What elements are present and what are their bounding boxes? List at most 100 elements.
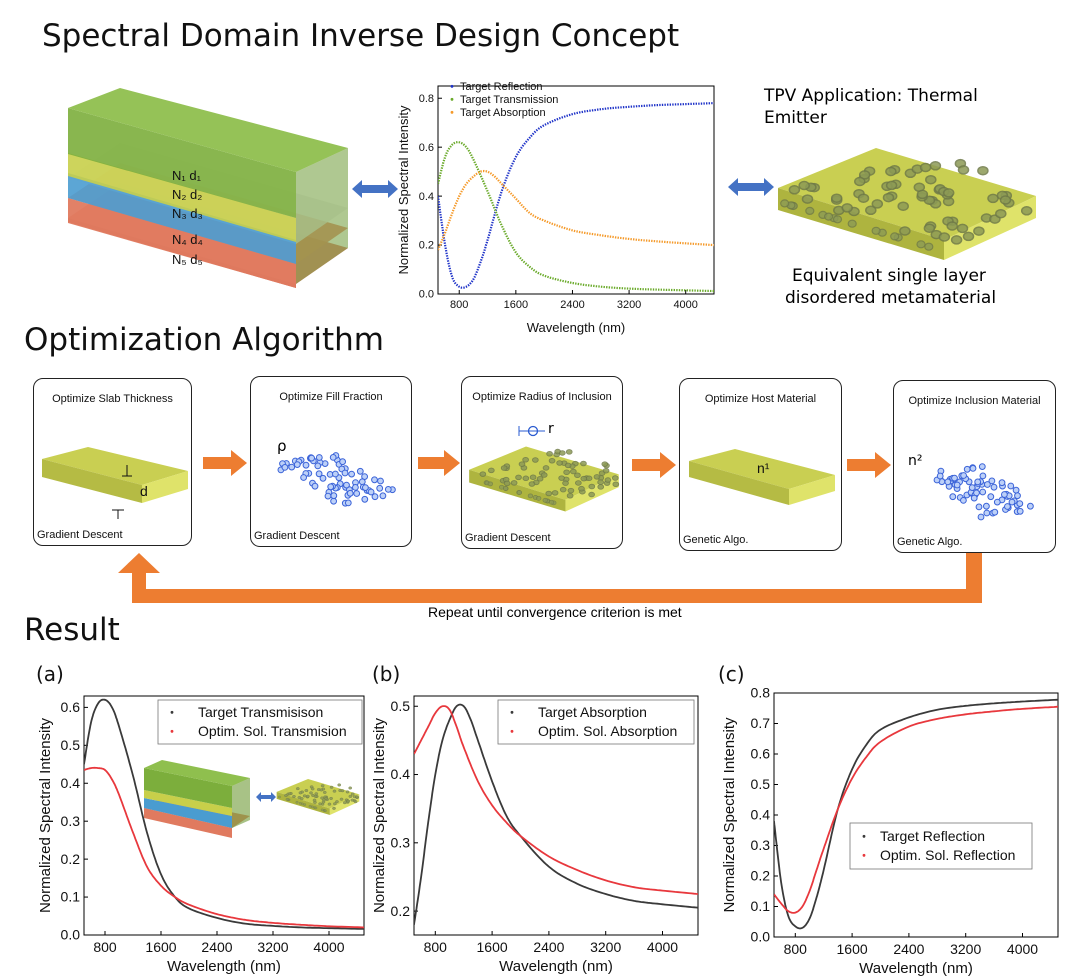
step-box-fill-fraction: Optimize Fill Fraction ρ Gradient Descen… [250, 376, 412, 547]
inclusion [556, 460, 563, 466]
inclusion [306, 794, 310, 798]
y-tick-label: 0.5 [391, 698, 411, 714]
inclusion [545, 490, 553, 497]
inclusion [597, 479, 604, 485]
inclusion-dot [343, 481, 350, 489]
inclusion-dot [288, 463, 296, 471]
tpv-title-line1: TPV Application: Thermal [764, 86, 978, 106]
layer-label-2: N₂ d₂ [172, 187, 202, 202]
inclusion-dot [356, 467, 364, 475]
inclusion [798, 180, 810, 191]
inclusion [832, 215, 843, 224]
inclusion-dot [960, 472, 967, 479]
step-method: Gradient Descent [465, 532, 551, 544]
inclusion [788, 185, 801, 195]
inclusion [612, 481, 620, 487]
inclusion-dot [319, 474, 327, 482]
y-tick-label: 0.1 [61, 889, 81, 905]
inclusion [977, 165, 989, 176]
concept-section-title: Spectral Domain Inverse Design Concept [42, 18, 680, 54]
step-method: Genetic Algo. [897, 536, 963, 548]
inclusion [559, 486, 567, 493]
inclusion [542, 497, 548, 503]
step-title: Optimize Host Material [704, 393, 817, 405]
inclusion-dot [963, 465, 971, 473]
inclusion [780, 199, 790, 208]
inclusion-index-symbol: n² [908, 453, 923, 469]
inclusion [929, 161, 942, 171]
inclusion [303, 803, 307, 806]
inclusion [882, 192, 895, 203]
step-box-host-material: Optimize Host Material n¹ Genetic Algo. [679, 378, 842, 551]
inclusion-dot [984, 481, 991, 488]
y-tick-label: 0.4 [419, 191, 434, 203]
x-tick-label: 1600 [145, 939, 176, 955]
inclusion [946, 221, 958, 231]
inclusion-cloud-icon [277, 452, 396, 507]
inclusion [522, 475, 530, 482]
result-chart-c: 800 1600 2400 3200 4000 0.0 0.1 0.2 0.3 0.4 0.5 0.6… [721, 685, 1059, 977]
x-tick-label: 2400 [533, 939, 564, 955]
inclusion [942, 188, 955, 198]
series-line [84, 698, 364, 930]
radius-marker-icon [518, 425, 545, 437]
inclusion-dot [352, 484, 359, 491]
x-tick-label: 4000 [673, 299, 697, 311]
inclusion [987, 193, 999, 204]
y-axis-label: Normalized Spectral Intensity [721, 717, 738, 913]
inclusion-cloud-icon-2 [933, 463, 1034, 521]
inclusion [604, 477, 612, 483]
y-tick-label: 0.5 [61, 737, 81, 753]
x-tick-label: 1600 [477, 939, 508, 955]
legend-box [157, 699, 363, 745]
layer-label-5: N₅ d₅ [172, 252, 203, 267]
inclusion [564, 462, 572, 469]
inclusion-dot [968, 484, 976, 492]
step-title: Optimize Slab Thickness [52, 393, 173, 405]
y-axis-label: Normalized Spectral Intensity [396, 105, 411, 275]
inclusion [857, 193, 870, 203]
legend-entry: Optim. Sol. Reflection [880, 847, 1015, 863]
radius-slab-icon [469, 446, 620, 512]
inclusion [602, 467, 610, 474]
inclusion-dot [377, 477, 384, 485]
inclusion [956, 223, 969, 234]
inclusion [1020, 206, 1033, 216]
step-arrow-1 [203, 450, 247, 476]
result-chart-a: 800 1600 2400 3200 4000 0.0 0.1 0.2 0.3 0.4 0.5 0.6… [37, 695, 365, 975]
legend-entry: Target Transmisison [198, 704, 323, 720]
x-tick-label: 4000 [1007, 941, 1038, 957]
inclusion [551, 490, 559, 496]
inclusion-dot [332, 470, 339, 478]
inclusion-dot [1014, 492, 1021, 500]
inclusion-dot [281, 464, 289, 471]
y-tick-label: 0.6 [751, 746, 771, 762]
y-tick-label: 0.0 [61, 927, 81, 943]
inclusion [528, 481, 536, 487]
inclusion-dot [1016, 507, 1024, 515]
inclusion [885, 180, 898, 191]
x-axis-label: Wavelength (nm) [859, 960, 973, 977]
inclusion-dot [983, 502, 990, 510]
x-tick-label: 1600 [504, 299, 528, 311]
legend-entry: Optim. Sol. Transmision [198, 723, 347, 739]
inclusion [348, 794, 353, 798]
y-tick-label: 0.4 [61, 775, 81, 791]
repeat-loop-arrow [118, 553, 982, 603]
concept-spectrum-chart: 800 1600 2400 3200 4000 0.0 0.2 0.4 0.6 0.8 Wavele… [396, 81, 715, 335]
inclusion-dot [384, 486, 392, 493]
metamaterial-caption-line1: Equivalent single layer [792, 266, 986, 286]
inclusion [575, 480, 582, 486]
inclusion [858, 170, 871, 180]
layer-label-4: N₄ d₄ [172, 232, 203, 247]
inclusion [570, 468, 577, 475]
inclusion [297, 795, 302, 800]
x-tick-label: 4000 [647, 939, 678, 955]
step-arrow-4 [847, 452, 891, 478]
inclusion-dot [987, 493, 995, 501]
inclusion [313, 794, 318, 798]
legend-entry: Target Reflection [880, 828, 985, 844]
inclusion-dot [1004, 503, 1011, 510]
inclusion [548, 499, 555, 505]
inclusion [323, 809, 327, 813]
